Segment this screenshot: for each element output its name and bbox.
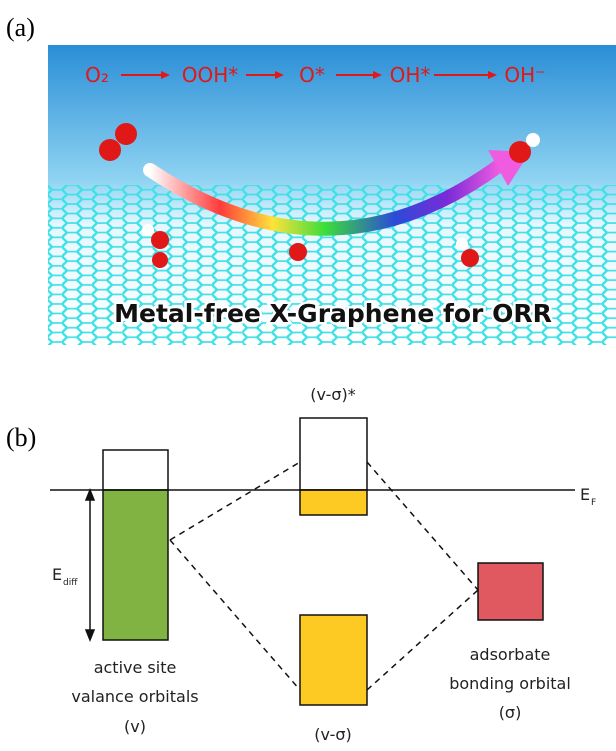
panel-label: (b) bbox=[6, 423, 36, 452]
caption: Metal-free X-Graphene for ORR bbox=[114, 299, 552, 328]
figure: (a) O₂ OOH* O* OH* OH⁻ Metal-free X-Graphene… bbox=[0, 0, 616, 751]
species: O₂ bbox=[85, 63, 109, 87]
adsorbate-label: bonding orbital bbox=[449, 674, 571, 693]
bonding-label: (v-σ) bbox=[314, 725, 351, 744]
species: OH* bbox=[390, 63, 431, 87]
active-site-label: active site bbox=[94, 658, 177, 677]
active-site-label: valance orbitals bbox=[71, 687, 198, 706]
antibonding-label: (v-σ)* bbox=[310, 385, 355, 404]
fermi-label: E bbox=[580, 485, 590, 504]
species: OH⁻ bbox=[504, 63, 545, 87]
species: OOH* bbox=[182, 63, 239, 87]
adsorbate-label: (σ) bbox=[499, 703, 522, 722]
adsorbate-label: adsorbate bbox=[470, 645, 551, 664]
active-site-label: (v) bbox=[124, 717, 146, 736]
fermi-sub: F bbox=[591, 498, 596, 508]
species: O* bbox=[299, 63, 325, 87]
ediff-label: E bbox=[52, 565, 62, 584]
panel-label: (a) bbox=[6, 13, 35, 42]
ediff-sub: diff bbox=[63, 578, 78, 588]
